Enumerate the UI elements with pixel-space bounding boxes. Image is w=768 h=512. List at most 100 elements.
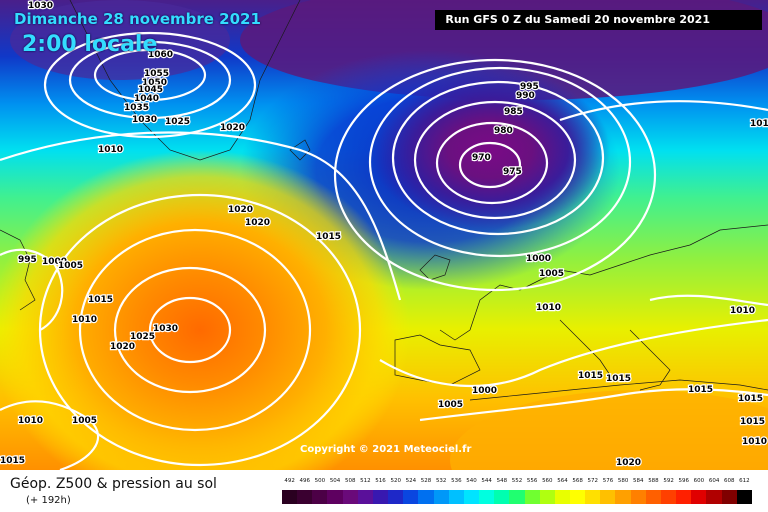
- color-scale-label: 512: [360, 478, 371, 484]
- isobar-label: 1010: [72, 315, 97, 325]
- isobar-label: 1045: [138, 85, 163, 95]
- color-scale-swatch: [569, 490, 586, 504]
- color-scale-label: 600: [693, 478, 705, 484]
- isobar-label: 995: [520, 82, 539, 92]
- color-scale-swatch: [479, 490, 495, 504]
- color-scale-swatch: [600, 490, 616, 504]
- coast-europe-north: [439, 224, 768, 341]
- isobars: [0, 31, 768, 470]
- isobar-label: 970: [472, 153, 491, 163]
- isobar-label: 1015: [688, 385, 713, 395]
- isobar-label: 1030: [132, 115, 157, 125]
- isobar-label: 1010: [536, 303, 561, 313]
- isobar-ring: [68, 40, 232, 120]
- isobar-ring: [333, 58, 657, 292]
- isobar-label: 975: [503, 167, 522, 177]
- color-scale-label: 504: [329, 478, 341, 484]
- isobar-label: 995: [18, 255, 37, 265]
- color-scale-label: 572: [587, 478, 599, 484]
- isobar-label: 1005: [539, 269, 564, 279]
- coast-italy: [559, 319, 611, 376]
- color-scale-label: 564: [557, 478, 568, 484]
- low-pressure-core: [370, 70, 610, 230]
- color-scale-label: 492: [284, 478, 295, 484]
- isobar-label: 1050: [142, 78, 167, 88]
- color-scale-label: 592: [663, 478, 674, 484]
- color-scale-swatch: [372, 490, 389, 504]
- map-title: Géop. Z500 & pression au sol: [10, 476, 217, 492]
- forecast-hour-label: 2:00 locale: [22, 32, 158, 57]
- isobar-label: 1005: [58, 261, 83, 271]
- isobar-ring: [43, 31, 257, 139]
- model-run-label: Run GFS 0 Z du Samedi 20 novembre 2021: [435, 10, 762, 30]
- color-scale-label: 556: [526, 478, 538, 484]
- isobar-line: [0, 131, 402, 301]
- color-scale-swatch: [342, 490, 358, 504]
- color-scale-swatch: [539, 490, 555, 504]
- color-scale-label: 496: [299, 478, 310, 484]
- color-scale: 492 496 500 504 508 512 516 520 524 528 532 536 540 5…: [282, 478, 752, 504]
- isobar-label: 1000: [42, 257, 67, 267]
- color-scale-swatch: [524, 490, 540, 504]
- coast-britain: [419, 254, 451, 281]
- isobar-label: 990: [516, 91, 535, 101]
- color-scale-label: 520: [390, 478, 401, 484]
- color-scale-label: 596: [678, 478, 690, 484]
- isobar-ring: [413, 100, 577, 220]
- coast-newfoundland: [0, 229, 36, 311]
- isobar-label: 1010: [98, 145, 123, 155]
- color-scale-label: 584: [633, 478, 644, 484]
- color-scale-swatch: [463, 490, 480, 504]
- isobar-ring: [368, 66, 632, 258]
- color-scale-label: 544: [481, 478, 492, 484]
- color-scale-swatch: [433, 490, 449, 504]
- isobar-label: 1015: [578, 371, 603, 381]
- coast-balkans: [629, 329, 671, 391]
- coast-greenland: [69, 0, 301, 161]
- isobar-ring: [93, 48, 207, 102]
- isobar-label: 1020: [110, 342, 135, 352]
- isobar-label: 1015: [738, 394, 763, 404]
- color-scale-swatch: [615, 490, 631, 504]
- color-scale-label: 540: [466, 478, 477, 484]
- isobar-label: 1010: [742, 437, 767, 447]
- isobar-label: 1020: [245, 218, 270, 228]
- isobar-label: 1030: [28, 1, 53, 11]
- isobar-label-layer: 1030 1060 1055 1050 1045 1040 1035 1030 …: [0, 0, 768, 469]
- color-scale-swatch: [388, 490, 404, 504]
- weather-map: 1030 1060 1055 1050 1045 1040 1035 1030 …: [0, 0, 768, 470]
- isobar-label: 1010: [730, 306, 755, 316]
- isobar-label: 1055: [144, 69, 169, 79]
- isobar-label: 1010: [18, 416, 43, 426]
- isobar-ring: [458, 141, 522, 189]
- isobar-label: 1020: [616, 458, 641, 468]
- color-scale-label: 576: [602, 478, 614, 484]
- isobar-label: 1060: [148, 50, 173, 60]
- isobar-label: 1000: [526, 254, 551, 264]
- northwest-cold-zone: [10, 0, 230, 80]
- southern-warm-zone: [450, 390, 768, 470]
- isobar-label: 1035: [124, 103, 149, 113]
- color-scale-swatch: [418, 490, 434, 504]
- isobar-line: [649, 294, 768, 307]
- forecast-range-label: (+ 192h): [26, 495, 71, 506]
- color-scale-swatch: [645, 490, 661, 504]
- color-scale-swatch: [706, 490, 722, 504]
- isobar-ring: [435, 121, 549, 205]
- coast-africa: [469, 379, 768, 401]
- isobar-label: 1015: [88, 295, 113, 305]
- color-scale-label: 524: [405, 478, 417, 484]
- color-scale-swatch: [312, 490, 328, 504]
- coast-iceland: [289, 139, 311, 161]
- color-scale-label: 568: [572, 478, 583, 484]
- color-scale-label: 560: [542, 478, 553, 484]
- isobar-label: 1005: [72, 416, 97, 426]
- color-scale-label: 528: [420, 478, 432, 484]
- color-scale-label: 536: [451, 478, 462, 484]
- isobar-label: 985: [504, 107, 523, 117]
- color-scale-swatch: [736, 490, 752, 504]
- isobar-label: 1015: [606, 374, 631, 384]
- color-scale-swatch: [691, 490, 707, 504]
- isobar-line: [0, 400, 100, 470]
- color-scale-swatch: [585, 490, 601, 504]
